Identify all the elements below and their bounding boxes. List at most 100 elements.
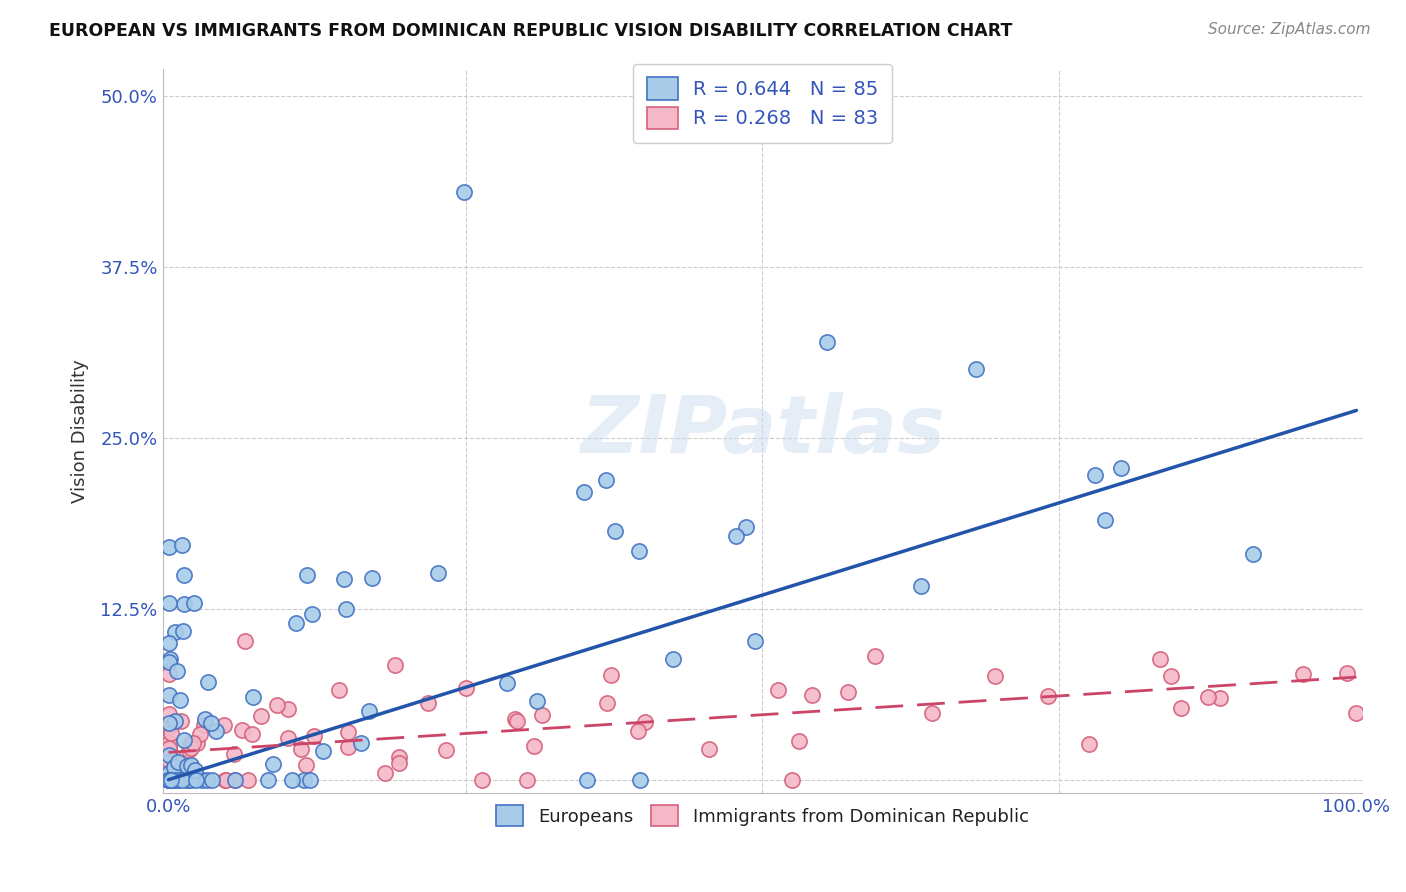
- Point: [1241, 547, 1264, 561]
- Point: [766, 682, 789, 697]
- Point: [163, 772, 186, 787]
- Point: [256, 772, 278, 787]
- Point: [628, 544, 651, 558]
- Point: [165, 772, 187, 787]
- Point: [160, 772, 183, 787]
- Point: [180, 757, 202, 772]
- Point: [426, 566, 449, 581]
- Point: [634, 714, 657, 729]
- Text: EUROPEAN VS IMMIGRANTS FROM DOMINICAN REPUBLIC VISION DISABILITY CORRELATION CHA: EUROPEAN VS IMMIGRANTS FROM DOMINICAN RE…: [49, 22, 1012, 40]
- Point: [1094, 513, 1116, 527]
- Point: [1078, 737, 1101, 751]
- Point: [157, 596, 180, 610]
- Point: [523, 739, 546, 754]
- Point: [180, 740, 202, 755]
- Point: [200, 716, 222, 731]
- Point: [627, 723, 650, 738]
- Point: [789, 733, 811, 747]
- Point: [301, 607, 323, 622]
- Point: [201, 772, 224, 787]
- Point: [266, 698, 288, 713]
- Point: [214, 772, 236, 787]
- Point: [574, 484, 596, 499]
- Point: [1160, 669, 1182, 683]
- Point: [157, 772, 180, 787]
- Point: [418, 696, 440, 710]
- Point: [335, 602, 357, 616]
- Point: [290, 742, 312, 756]
- Point: [1170, 700, 1192, 714]
- Point: [157, 720, 180, 734]
- Point: [284, 616, 307, 631]
- Point: [224, 772, 246, 787]
- Point: [337, 740, 360, 755]
- Point: [336, 725, 359, 739]
- Point: [1336, 665, 1358, 680]
- Legend: Europeans, Immigrants from Dominican Republic: Europeans, Immigrants from Dominican Rep…: [488, 797, 1038, 835]
- Point: [157, 772, 180, 787]
- Point: [496, 676, 519, 690]
- Point: [157, 772, 180, 787]
- Point: [328, 683, 350, 698]
- Point: [595, 696, 617, 710]
- Point: [169, 693, 191, 707]
- Point: [965, 362, 987, 376]
- Point: [471, 772, 494, 787]
- Point: [177, 743, 200, 757]
- Point: [312, 744, 335, 758]
- Point: [921, 706, 943, 720]
- Point: [157, 655, 180, 669]
- Point: [157, 736, 180, 750]
- Point: [157, 772, 180, 787]
- Point: [1198, 690, 1220, 705]
- Text: Source: ZipAtlas.com: Source: ZipAtlas.com: [1208, 22, 1371, 37]
- Point: [384, 658, 406, 673]
- Point: [180, 772, 202, 787]
- Point: [434, 742, 457, 756]
- Point: [160, 772, 183, 787]
- Point: [238, 772, 260, 787]
- Point: [224, 772, 246, 787]
- Point: [233, 633, 256, 648]
- Point: [1149, 651, 1171, 665]
- Point: [281, 772, 304, 787]
- Point: [983, 669, 1005, 683]
- Point: [628, 772, 651, 787]
- Point: [170, 538, 193, 552]
- Point: [456, 681, 478, 695]
- Point: [167, 755, 190, 769]
- Point: [373, 766, 395, 780]
- Point: [725, 529, 748, 543]
- Point: [194, 712, 217, 726]
- Point: [662, 652, 685, 666]
- Point: [262, 756, 284, 771]
- Point: [177, 772, 200, 787]
- Point: [176, 772, 198, 787]
- Point: [388, 750, 411, 764]
- Point: [388, 756, 411, 770]
- Point: [163, 759, 186, 773]
- Point: [863, 649, 886, 664]
- Point: [173, 567, 195, 582]
- Point: [166, 772, 188, 787]
- Point: [1344, 706, 1367, 720]
- Point: [800, 688, 823, 702]
- Point: [157, 772, 180, 787]
- Point: [191, 772, 214, 787]
- Point: [231, 723, 253, 738]
- Point: [1208, 690, 1230, 705]
- Point: [292, 772, 315, 787]
- Point: [576, 772, 599, 787]
- Point: [1109, 460, 1132, 475]
- Point: [195, 772, 218, 787]
- Point: [176, 759, 198, 773]
- Point: [157, 667, 180, 681]
- Point: [157, 765, 180, 780]
- Point: [240, 727, 263, 741]
- Point: [157, 717, 180, 731]
- Point: [277, 731, 299, 745]
- Point: [197, 674, 219, 689]
- Point: [277, 702, 299, 716]
- Point: [780, 772, 803, 787]
- Point: [159, 706, 181, 721]
